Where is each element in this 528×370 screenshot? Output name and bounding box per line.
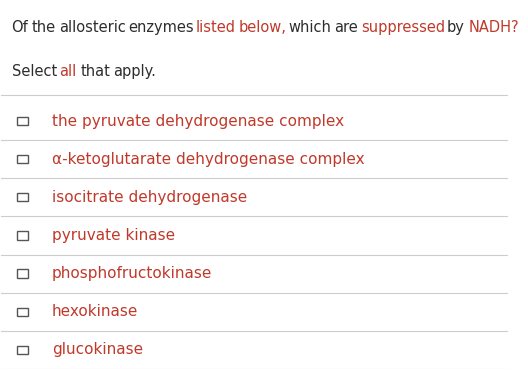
- Text: that: that: [80, 64, 110, 79]
- Text: hexokinase: hexokinase: [52, 304, 138, 319]
- Text: NADH?: NADH?: [468, 20, 519, 35]
- Text: below,: below,: [239, 20, 286, 35]
- Text: pyruvate kinase: pyruvate kinase: [52, 228, 175, 243]
- Text: Select: Select: [12, 64, 57, 79]
- Text: apply.: apply.: [114, 64, 156, 79]
- FancyBboxPatch shape: [16, 232, 28, 239]
- FancyBboxPatch shape: [16, 346, 28, 354]
- Text: suppressed: suppressed: [362, 20, 446, 35]
- Text: the: the: [32, 20, 56, 35]
- Text: α-ketoglutarate dehydrogenase complex: α-ketoglutarate dehydrogenase complex: [52, 152, 365, 167]
- FancyBboxPatch shape: [16, 117, 28, 125]
- Text: Of: Of: [12, 20, 29, 35]
- Text: are: are: [334, 20, 358, 35]
- Text: enzymes: enzymes: [128, 20, 194, 35]
- Text: glucokinase: glucokinase: [52, 342, 143, 357]
- Text: all: all: [59, 64, 77, 79]
- Text: the pyruvate dehydrogenase complex: the pyruvate dehydrogenase complex: [52, 114, 344, 129]
- Text: allosteric: allosteric: [60, 20, 127, 35]
- Text: listed: listed: [196, 20, 235, 35]
- FancyBboxPatch shape: [16, 269, 28, 278]
- Text: which: which: [289, 20, 332, 35]
- Text: by: by: [447, 20, 465, 35]
- FancyBboxPatch shape: [16, 307, 28, 316]
- FancyBboxPatch shape: [16, 155, 28, 164]
- Text: phosphofructokinase: phosphofructokinase: [52, 266, 212, 281]
- FancyBboxPatch shape: [16, 194, 28, 202]
- Text: isocitrate dehydrogenase: isocitrate dehydrogenase: [52, 190, 247, 205]
